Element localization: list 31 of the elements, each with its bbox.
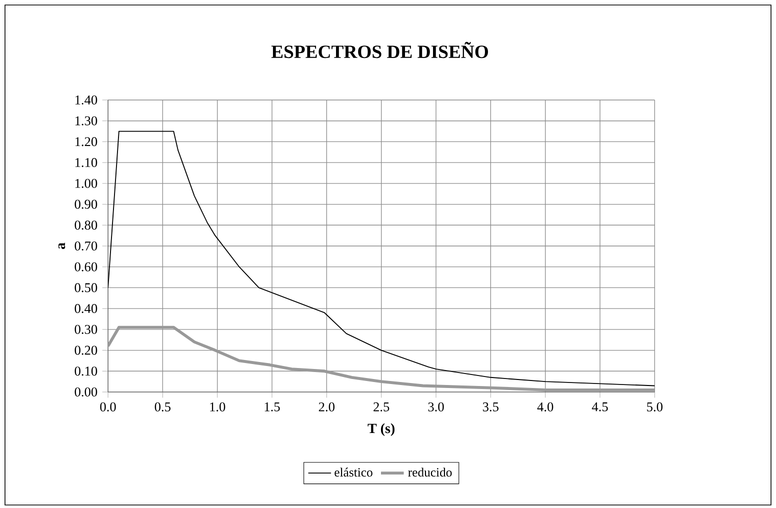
y-tick-label: 1.30 [75, 116, 98, 126]
y-tick-label: 0.00 [74, 387, 98, 397]
x-tick-label: 0.5 [154, 402, 170, 412]
y-tick-label: 0.10 [74, 366, 98, 376]
y-tick-label: 0.30 [74, 324, 98, 334]
y-tick-label: 0.70 [74, 241, 98, 251]
x-tick-label: 5.0 [647, 402, 662, 412]
x-tick-label: 1.5 [264, 402, 280, 412]
y-tick-label: 1.20 [75, 137, 98, 146]
y-tick-label: 0.90 [74, 200, 98, 209]
x-tick-label: 4.0 [537, 402, 554, 412]
legend-label: elástico [334, 468, 372, 477]
y-tick-label: 1.00 [75, 178, 98, 188]
y-axis-title: a [58, 242, 66, 250]
x-tick-label: 2.5 [374, 402, 390, 412]
y-tick-label: 0.20 [74, 346, 98, 355]
y-tick-label: 0.80 [74, 220, 98, 230]
x-axis-title: T (s) [368, 423, 394, 436]
y-tick-label: 1.40 [75, 95, 98, 105]
x-tick-label: 1.0 [210, 402, 226, 412]
x-tick-label: 2.0 [318, 402, 334, 412]
x-tick-label: 3.0 [428, 402, 444, 412]
x-tick-label: 4.5 [592, 402, 608, 412]
x-tick-label: 3.5 [482, 402, 498, 412]
y-tick-label: 0.40 [74, 304, 98, 314]
chart-title: ESPECTROS DE DISEÑO [271, 42, 488, 58]
y-tick-label: 0.50 [74, 283, 98, 292]
y-tick-label: 0.60 [74, 262, 98, 272]
legend-label: reducido [408, 468, 452, 477]
x-tick-label: 0.0 [100, 402, 116, 412]
y-tick-label: 1.10 [75, 158, 98, 168]
